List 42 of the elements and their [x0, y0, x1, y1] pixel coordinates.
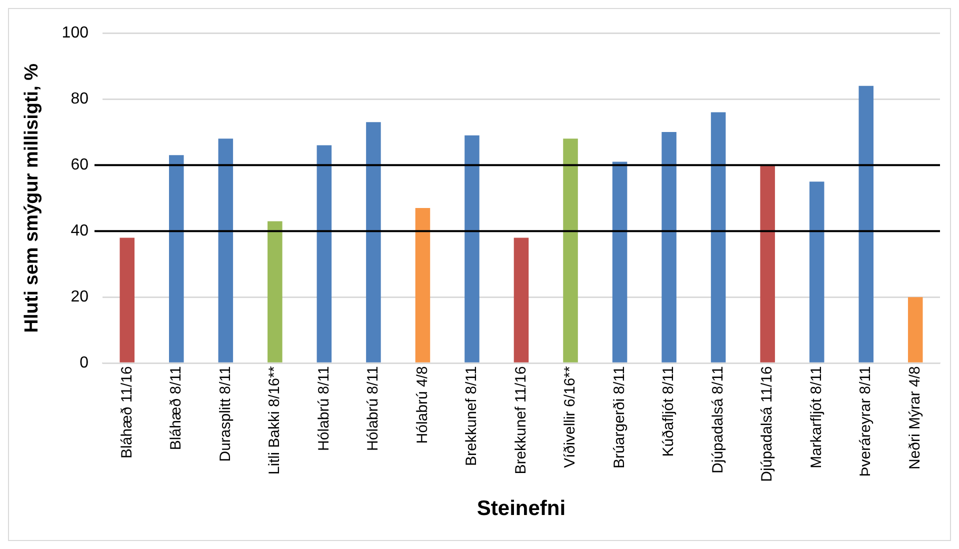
bar: [218, 138, 234, 362]
bar: [268, 221, 282, 362]
bar: [120, 238, 135, 362]
bar: [908, 297, 923, 362]
x-tick-label: Djúpadalsá 11/16: [758, 366, 776, 482]
bar: [858, 86, 874, 362]
x-tick-label: Hólabrú 8/11: [315, 366, 332, 451]
x-tick-label: Þveráreyrar 8/11: [857, 366, 874, 477]
y-tick-label: 0: [80, 354, 89, 372]
x-tick-label: Kúðafljót 8/11: [660, 366, 678, 457]
x-tick-label: Djúpadalsá 8/11: [709, 366, 726, 474]
x-tick-label: Brekkunef 11/16: [512, 366, 530, 474]
bar: [514, 238, 529, 362]
x-tick-label: Hólabrú 4/8: [414, 366, 431, 444]
y-tick-label: 100: [62, 24, 89, 42]
bar: [809, 182, 824, 362]
y-axis-title: Hluti sem smýgur millisigti, %: [22, 63, 43, 333]
bar: [464, 135, 480, 362]
y-tick-label: 80: [70, 90, 89, 108]
x-tick-label: Neðri Mýrar 4/8: [906, 366, 924, 470]
bar: [415, 208, 430, 362]
bar: [662, 132, 676, 362]
x-tick-label: Hólabrú 8/11: [364, 366, 382, 451]
x-tick-label: Durasplitt 8/11: [216, 366, 234, 462]
x-tick-label: Brekkunef 8/11: [463, 366, 480, 466]
bar: [760, 165, 775, 362]
bar: [169, 155, 184, 362]
x-tick-label: Víðivellir 6/16**: [562, 366, 579, 468]
y-tick-label: 40: [70, 222, 89, 240]
bar: [366, 122, 381, 362]
x-axis-title: Steinefni: [476, 497, 566, 520]
x-tick-label: Brúargerði 8/11: [610, 366, 628, 468]
x-tick-label: Litli Bakki 8/16**: [266, 366, 284, 475]
x-tick-label: Bláhæð 11/16: [118, 366, 136, 458]
y-tick-label: 20: [70, 288, 89, 306]
x-tick-label: Markarfljót 8/11: [808, 366, 825, 468]
x-tick-label: Bláhæð 8/11: [168, 366, 185, 450]
bar: [710, 112, 726, 362]
bar: [316, 145, 332, 362]
y-tick-label: 60: [70, 156, 89, 174]
bar: [563, 138, 578, 362]
bar: [612, 162, 628, 362]
